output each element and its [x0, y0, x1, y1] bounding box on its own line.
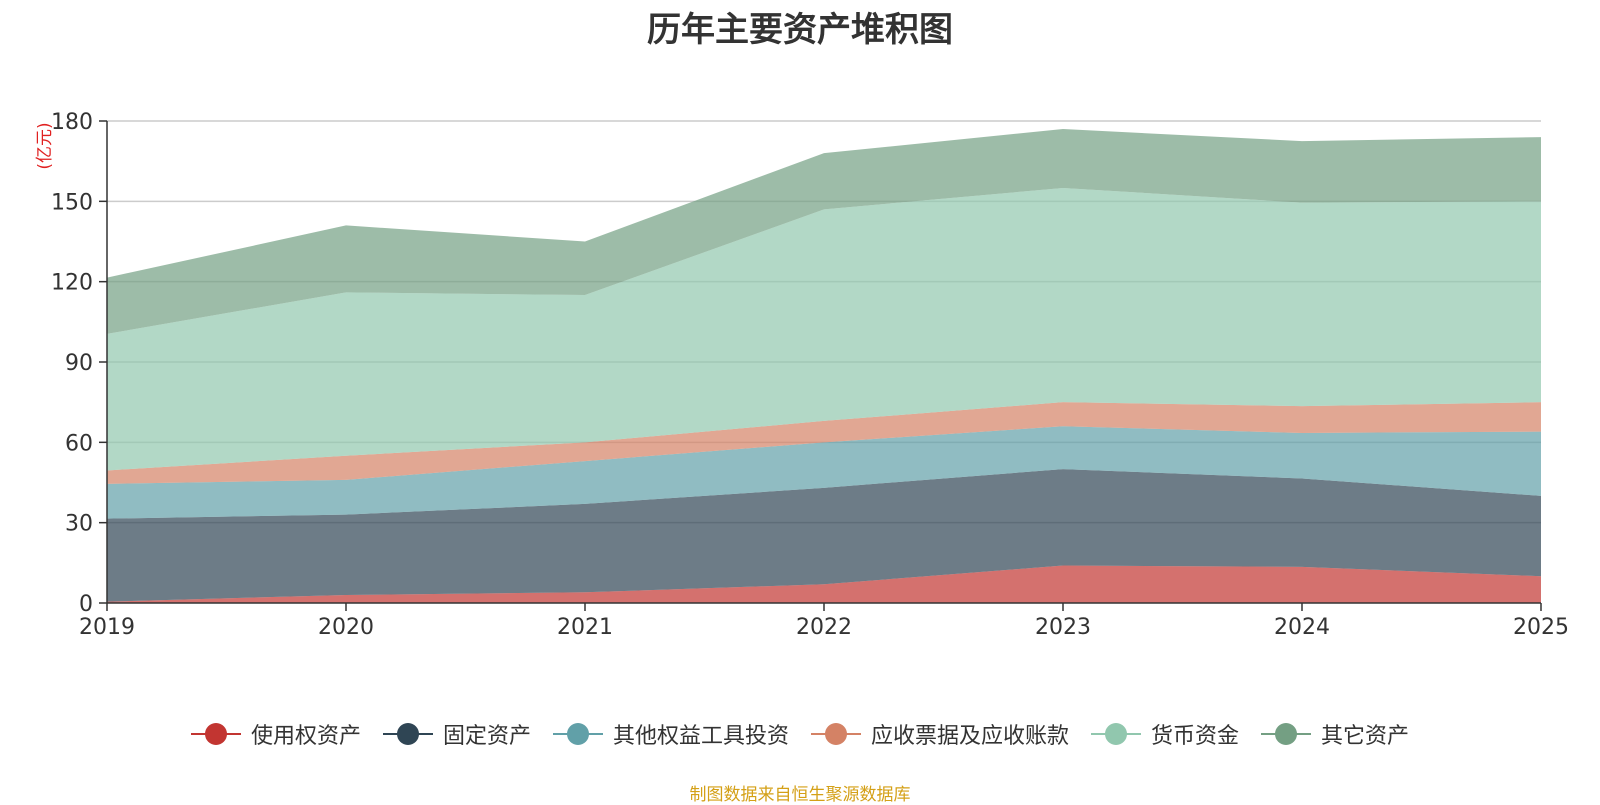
y-tick-label: 60 — [65, 431, 93, 456]
legend-marker-icon — [811, 722, 861, 746]
y-tick-label: 0 — [79, 592, 93, 617]
legend-label: 应收票据及应收账款 — [871, 724, 1070, 749]
axes — [99, 120, 1542, 611]
legend-item-4[interactable]: 应收票据及应收账款 — [811, 718, 1069, 750]
y-tick-label: 150 — [51, 190, 93, 215]
tick-labels: 0 30 60 90 120 150 180 2019 2020 2021 2022 2023 2024… — [51, 110, 1569, 640]
legend-label: 货币资金 — [1151, 724, 1240, 749]
x-tick-label: 2021 — [557, 615, 613, 640]
legend-item-3[interactable]: 其他权益工具投资 — [552, 718, 789, 750]
area-series-2[interactable] — [107, 469, 1541, 602]
legend-marker-icon — [1261, 722, 1312, 746]
source-note: 制图数据来自恒生聚源数据库 — [689, 785, 911, 805]
area-series-3[interactable] — [107, 426, 1541, 519]
x-tick-label: 2022 — [796, 615, 852, 640]
area-series-6[interactable] — [107, 129, 1541, 334]
y-tick-label: 120 — [51, 271, 93, 296]
legend-marker-icon — [1091, 722, 1142, 746]
legend-item-2[interactable]: 固定资产 — [382, 718, 531, 750]
legend-item-6[interactable]: 其它资产 — [1261, 718, 1409, 750]
x-tick-label: 2019 — [79, 615, 135, 640]
legend-item-1[interactable]: 使用权资产 — [190, 718, 361, 750]
x-tick-label: 2024 — [1274, 615, 1330, 640]
area-series-5[interactable] — [107, 187, 1541, 471]
legend-label: 使用权资产 — [250, 724, 361, 749]
y-tick-label: 90 — [65, 351, 93, 376]
area-series-4[interactable] — [107, 402, 1541, 484]
legend-label: 其他权益工具投资 — [612, 724, 789, 749]
x-tick-label: 2023 — [1035, 615, 1091, 640]
y-tick-label: 180 — [51, 110, 93, 135]
area-series — [107, 129, 1541, 603]
x-tick-label: 2025 — [1513, 615, 1569, 640]
legend-label: 其它资产 — [1321, 724, 1410, 749]
legend-marker-icon — [190, 722, 241, 746]
legend-item-5[interactable]: 货币资金 — [1091, 718, 1239, 750]
y-axis-label: (亿元) — [35, 122, 55, 169]
legend-marker-icon — [382, 722, 433, 746]
legend: 使用权资产 固定资产 其他权益工具投资 应收票据及应收账款 货币资金 其它资产 — [0, 718, 1600, 750]
legend-label: 固定资产 — [442, 724, 531, 749]
legend-marker-icon — [552, 722, 603, 746]
y-tick-label: 30 — [65, 512, 93, 537]
x-tick-label: 2020 — [318, 615, 374, 640]
chart-title: 历年主要资产堆积图 — [647, 10, 953, 50]
area-series-1[interactable] — [107, 565, 1541, 603]
